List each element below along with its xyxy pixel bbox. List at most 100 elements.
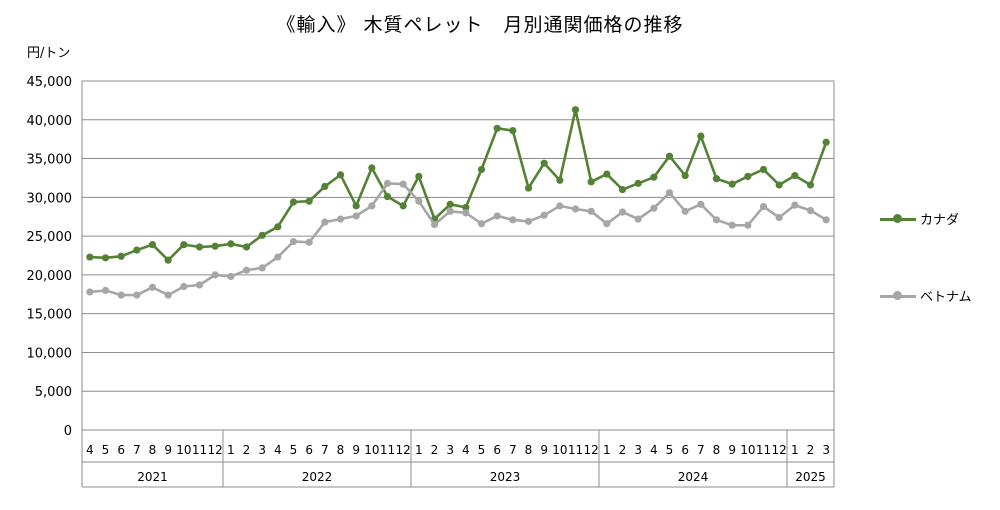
x-tick-label-month: 1 xyxy=(415,443,423,457)
data-point-vietnam xyxy=(164,291,172,299)
x-tick-label-year: 2022 xyxy=(302,470,333,484)
x-tick-label-month: 11 xyxy=(756,443,771,457)
data-point-vietnam xyxy=(634,215,642,223)
data-point-canada xyxy=(791,172,799,180)
data-point-canada xyxy=(195,243,204,251)
data-point-vietnam xyxy=(697,200,705,208)
data-point-canada xyxy=(180,241,188,249)
x-tick-label-month: 9 xyxy=(164,443,172,457)
y-tick-label: 35,000 xyxy=(27,153,73,168)
x-tick-label-month: 4 xyxy=(462,443,470,457)
data-point-vietnam xyxy=(728,221,736,229)
series-line-vietnam xyxy=(89,182,827,297)
data-point-vietnam xyxy=(368,202,376,210)
data-point-canada xyxy=(587,178,595,186)
data-point-vietnam xyxy=(321,218,329,226)
data-point-canada xyxy=(556,176,564,184)
x-tick-label-month: 8 xyxy=(525,443,533,457)
x-tick-label-month: 8 xyxy=(337,443,345,457)
data-point-vietnam xyxy=(603,220,611,228)
data-point-vietnam xyxy=(336,215,345,223)
x-tick-label-month: 1 xyxy=(227,443,235,457)
data-point-canada xyxy=(446,200,454,208)
data-point-canada xyxy=(650,173,658,181)
x-tick-label-month: 9 xyxy=(728,443,736,457)
y-tick-label: 45,000 xyxy=(27,75,73,90)
y-tick-label: 15,000 xyxy=(27,308,73,323)
data-point-vietnam xyxy=(274,253,282,261)
x-tick-label-month: 5 xyxy=(290,443,298,457)
x-tick-label-month: 4 xyxy=(86,443,94,457)
data-point-canada xyxy=(289,198,298,206)
data-point-canada xyxy=(399,202,407,210)
data-point-vietnam xyxy=(148,283,157,291)
data-point-vietnam xyxy=(211,271,219,279)
x-tick-label-month: 5 xyxy=(102,443,110,457)
x-tick-label-year: 2025 xyxy=(795,470,826,484)
x-tick-label-month: 1 xyxy=(791,443,799,457)
legend-swatch-canada xyxy=(880,212,916,226)
data-point-canada xyxy=(258,231,266,239)
data-point-canada xyxy=(712,175,721,183)
data-point-canada xyxy=(618,185,627,194)
x-tick-label-year: 2021 xyxy=(137,470,168,484)
data-point-canada xyxy=(493,124,501,132)
data-point-vietnam xyxy=(101,286,110,294)
data-point-vietnam xyxy=(556,202,564,210)
x-tick-label-month: 9 xyxy=(540,443,548,457)
data-point-vietnam xyxy=(681,207,689,215)
data-point-vietnam xyxy=(180,282,188,291)
data-point-vietnam xyxy=(462,209,470,217)
legend-item-canada: カナダ xyxy=(880,209,959,228)
data-point-canada xyxy=(274,223,282,231)
x-tick-label-month: 7 xyxy=(321,443,329,457)
data-point-canada xyxy=(744,172,752,180)
data-point-canada xyxy=(571,106,580,114)
data-point-vietnam xyxy=(133,291,141,299)
data-point-vietnam xyxy=(524,217,533,225)
data-point-vietnam xyxy=(759,203,768,211)
data-point-canada xyxy=(806,181,815,189)
data-point-canada xyxy=(383,192,392,201)
data-point-vietnam xyxy=(86,288,94,296)
x-tick-label-month: 2 xyxy=(619,443,627,457)
x-tick-label-month: 11 xyxy=(568,443,583,457)
data-point-canada xyxy=(321,182,329,191)
x-tick-label-month: 7 xyxy=(133,443,141,457)
x-tick-label-month: 6 xyxy=(493,443,501,457)
data-point-vietnam xyxy=(227,272,235,281)
x-tick-label-month: 3 xyxy=(258,443,266,457)
data-point-vietnam xyxy=(650,204,658,212)
data-point-vietnam xyxy=(258,264,266,272)
x-tick-label-month: 12 xyxy=(208,443,223,457)
data-point-vietnam xyxy=(399,180,407,188)
data-point-canada xyxy=(681,172,689,180)
y-tick-label: 0 xyxy=(64,424,72,439)
data-point-canada xyxy=(540,159,548,167)
y-tick-label: 30,000 xyxy=(27,191,73,206)
data-point-canada xyxy=(759,165,768,174)
x-tick-label-month: 3 xyxy=(634,443,642,457)
data-point-canada xyxy=(462,203,470,212)
x-tick-label-month: 8 xyxy=(713,443,721,457)
y-tick-label: 5,000 xyxy=(35,385,72,400)
data-point-canada xyxy=(603,170,611,178)
data-point-vietnam xyxy=(430,220,439,229)
data-point-vietnam xyxy=(195,281,204,289)
data-point-canada xyxy=(415,172,423,180)
data-point-canada xyxy=(227,240,235,248)
data-point-canada xyxy=(211,242,219,250)
data-point-vietnam xyxy=(305,238,313,246)
data-point-canada xyxy=(101,254,110,262)
x-tick-label-month: 5 xyxy=(666,443,674,457)
data-point-vietnam xyxy=(712,216,721,224)
data-point-vietnam xyxy=(493,212,501,220)
data-point-canada xyxy=(509,127,517,135)
x-tick-label-month: 10 xyxy=(552,443,567,457)
x-tick-label-month: 9 xyxy=(352,443,360,457)
data-point-vietnam xyxy=(587,207,595,215)
x-tick-label-month: 12 xyxy=(396,443,411,457)
x-tick-label-year: 2024 xyxy=(678,470,709,484)
x-tick-label-month: 3 xyxy=(822,443,830,457)
x-tick-label-month: 2 xyxy=(243,443,251,457)
